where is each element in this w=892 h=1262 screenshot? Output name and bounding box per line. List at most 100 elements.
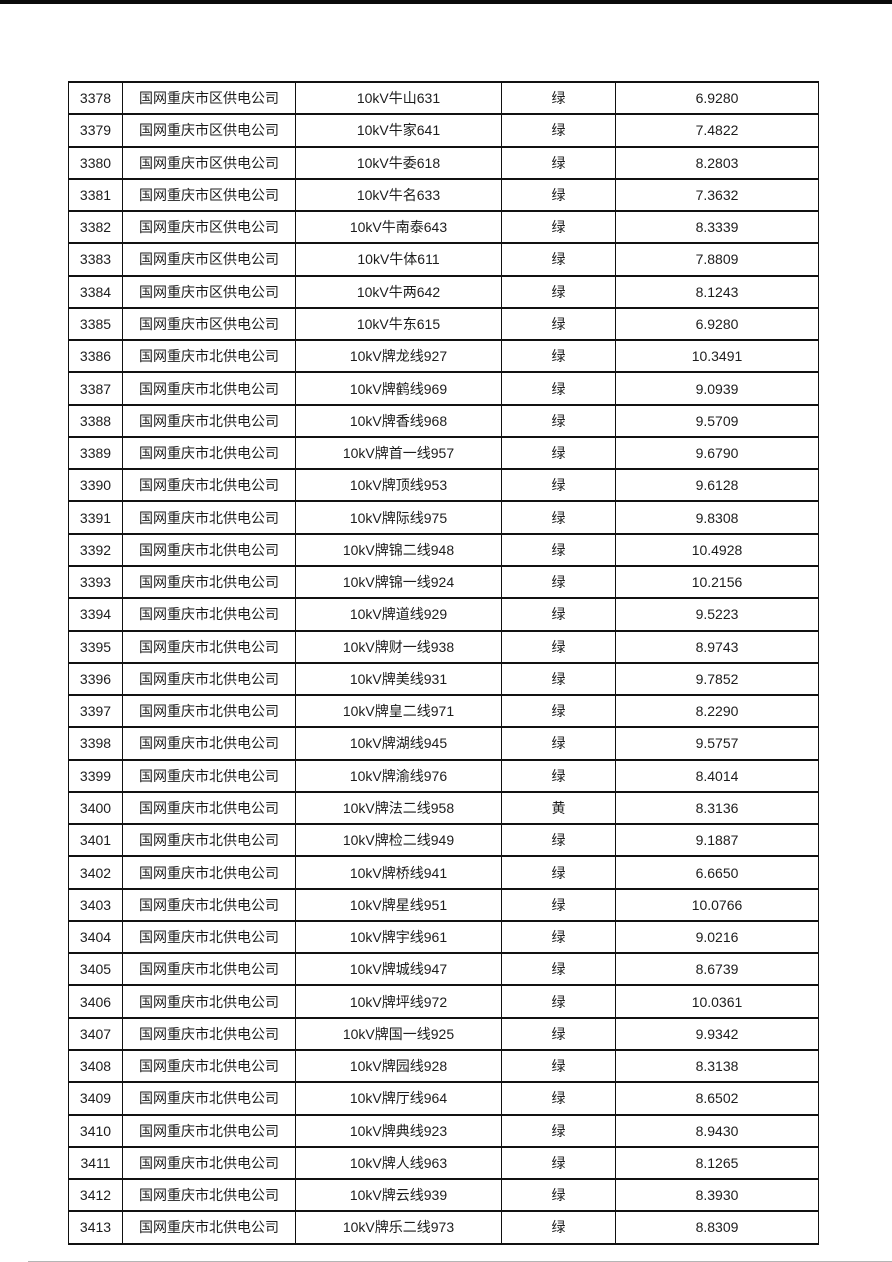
cell-metric-value: 8.3930 [615, 1178, 819, 1213]
cell-line-name: 10kV牛东615 [295, 306, 502, 342]
cell-line-name: 10kV牌乐二线973 [295, 1210, 502, 1245]
cell-sequence-number: 3401 [68, 823, 123, 858]
cell-sequence-number: 3382 [68, 210, 123, 245]
table-row: 3397 国网重庆市北供电公司 10kV牌皇二线971 绿 8.2290 [68, 694, 819, 729]
table-row: 3407 国网重庆市北供电公司 10kV牌国一线925 绿 9.9342 [68, 1016, 819, 1051]
cell-company-name: 国网重庆市北供电公司 [122, 597, 296, 632]
cell-line-name: 10kV牌财一线938 [295, 629, 502, 664]
table-row: 3390 国网重庆市北供电公司 10kV牌顶线953 绿 9.6128 [68, 468, 819, 503]
cell-metric-value: 8.3339 [615, 210, 819, 245]
cell-metric-value: 9.7852 [615, 661, 819, 697]
cell-company-name: 国网重庆市北供电公司 [122, 403, 296, 438]
table-row: 3385 国网重庆市区供电公司 10kV牛东615 绿 6.9280 [68, 306, 819, 342]
table-row: 3383 国网重庆市区供电公司 10kV牛体611 绿 7.8809 [68, 242, 819, 277]
cell-company-name: 国网重庆市区供电公司 [122, 242, 296, 277]
cell-sequence-number: 3386 [68, 339, 123, 374]
cell-sequence-number: 3383 [68, 242, 123, 277]
cell-line-name: 10kV牛南泰643 [295, 210, 502, 245]
cell-line-name: 10kV牌龙线927 [295, 339, 502, 374]
table-row: 3398 国网重庆市北供电公司 10kV牌湖线945 绿 9.5757 [68, 726, 819, 761]
cell-line-name: 10kV牌城线947 [295, 952, 502, 987]
cell-sequence-number: 3390 [68, 468, 123, 503]
cell-company-name: 国网重庆市区供电公司 [122, 210, 296, 245]
table-row: 3378 国网重庆市区供电公司 10kV牛山631 绿 6.9280 [68, 80, 819, 116]
cell-company-name: 国网重庆市北供电公司 [122, 532, 296, 567]
cell-status-flag: 绿 [501, 306, 616, 342]
table-row: 3404 国网重庆市北供电公司 10kV牌宇线961 绿 9.0216 [68, 919, 819, 955]
cell-sequence-number: 3380 [68, 145, 123, 180]
cell-status-flag: 绿 [501, 694, 616, 729]
page-top-edge-bar [0, 0, 892, 4]
table-row: 3394 国网重庆市北供电公司 10kV牌道线929 绿 9.5223 [68, 597, 819, 632]
cell-metric-value: 8.3136 [615, 790, 819, 826]
cell-company-name: 国网重庆市区供电公司 [122, 80, 296, 116]
cell-metric-value: 6.9280 [615, 306, 819, 342]
cell-status-flag: 绿 [501, 855, 616, 890]
cell-company-name: 国网重庆市北供电公司 [122, 1178, 296, 1213]
cell-status-flag: 绿 [501, 80, 616, 116]
cell-line-name: 10kV牌香线968 [295, 403, 502, 438]
cell-company-name: 国网重庆市北供电公司 [122, 1048, 296, 1084]
table-row: 3381 国网重庆市区供电公司 10kV牛名633 绿 7.3632 [68, 177, 819, 213]
cell-company-name: 国网重庆市北供电公司 [122, 661, 296, 697]
cell-company-name: 国网重庆市北供电公司 [122, 371, 296, 406]
cell-status-flag: 绿 [501, 1145, 616, 1181]
cell-line-name: 10kV牌检二线949 [295, 823, 502, 858]
cell-metric-value: 10.0361 [615, 984, 819, 1019]
cell-status-flag: 绿 [501, 1113, 616, 1148]
cell-metric-value: 10.4928 [615, 532, 819, 567]
cell-metric-value: 7.4822 [615, 113, 819, 148]
cell-sequence-number: 3411 [68, 1145, 123, 1181]
cell-line-name: 10kV牌坪线972 [295, 984, 502, 1019]
cell-status-flag: 绿 [501, 597, 616, 632]
cell-sequence-number: 3396 [68, 661, 123, 697]
cell-sequence-number: 3406 [68, 984, 123, 1019]
cell-company-name: 国网重庆市北供电公司 [122, 952, 296, 987]
cell-sequence-number: 3384 [68, 274, 123, 309]
table-row: 3382 国网重庆市区供电公司 10kV牛南泰643 绿 8.3339 [68, 210, 819, 245]
report-table-body: 3378 国网重庆市区供电公司 10kV牛山631 绿 6.9280 3379 国网重庆市区… [68, 80, 819, 1245]
cell-status-flag: 绿 [501, 564, 616, 600]
cell-status-flag: 绿 [501, 468, 616, 503]
table-row: 3384 国网重庆市区供电公司 10kV牛两642 绿 8.1243 [68, 274, 819, 309]
cell-sequence-number: 3379 [68, 113, 123, 148]
cell-sequence-number: 3405 [68, 952, 123, 987]
cell-line-name: 10kV牌锦一线924 [295, 564, 502, 600]
table-row: 3400 国网重庆市北供电公司 10kV牌法二线958 黄 8.3136 [68, 790, 819, 826]
cell-line-name: 10kV牌湖线945 [295, 726, 502, 761]
cell-metric-value: 8.1265 [615, 1145, 819, 1181]
cell-status-flag: 绿 [501, 500, 616, 535]
cell-sequence-number: 3403 [68, 887, 123, 922]
cell-status-flag: 绿 [501, 758, 616, 793]
cell-metric-value: 8.3138 [615, 1048, 819, 1084]
cell-metric-value: 9.1887 [615, 823, 819, 858]
cell-metric-value: 9.5709 [615, 403, 819, 438]
cell-line-name: 10kV牌云线939 [295, 1178, 502, 1213]
cell-company-name: 国网重庆市北供电公司 [122, 758, 296, 793]
cell-company-name: 国网重庆市北供电公司 [122, 823, 296, 858]
cell-line-name: 10kV牌美线931 [295, 661, 502, 697]
cell-sequence-number: 3395 [68, 629, 123, 664]
cell-status-flag: 绿 [501, 403, 616, 438]
cell-status-flag: 绿 [501, 274, 616, 309]
cell-line-name: 10kV牌首一线957 [295, 435, 502, 471]
cell-sequence-number: 3393 [68, 564, 123, 600]
cell-line-name: 10kV牛两642 [295, 274, 502, 309]
cell-company-name: 国网重庆市区供电公司 [122, 306, 296, 342]
table-row: 3396 国网重庆市北供电公司 10kV牌美线931 绿 9.7852 [68, 661, 819, 697]
cell-company-name: 国网重庆市北供电公司 [122, 984, 296, 1019]
table-row: 3411 国网重庆市北供电公司 10kV牌人线963 绿 8.1265 [68, 1145, 819, 1181]
cell-line-name: 10kV牌皇二线971 [295, 694, 502, 729]
cell-metric-value: 6.6650 [615, 855, 819, 890]
cell-sequence-number: 3397 [68, 694, 123, 729]
cell-sequence-number: 3408 [68, 1048, 123, 1084]
cell-sequence-number: 3398 [68, 726, 123, 761]
cell-status-flag: 绿 [501, 371, 616, 406]
cell-metric-value: 10.3491 [615, 339, 819, 374]
cell-metric-value: 9.5223 [615, 597, 819, 632]
cell-line-name: 10kV牌厅线964 [295, 1081, 502, 1116]
cell-line-name: 10kV牌渝线976 [295, 758, 502, 793]
cell-company-name: 国网重庆市北供电公司 [122, 855, 296, 890]
cell-status-flag: 绿 [501, 661, 616, 697]
cell-metric-value: 10.2156 [615, 564, 819, 600]
